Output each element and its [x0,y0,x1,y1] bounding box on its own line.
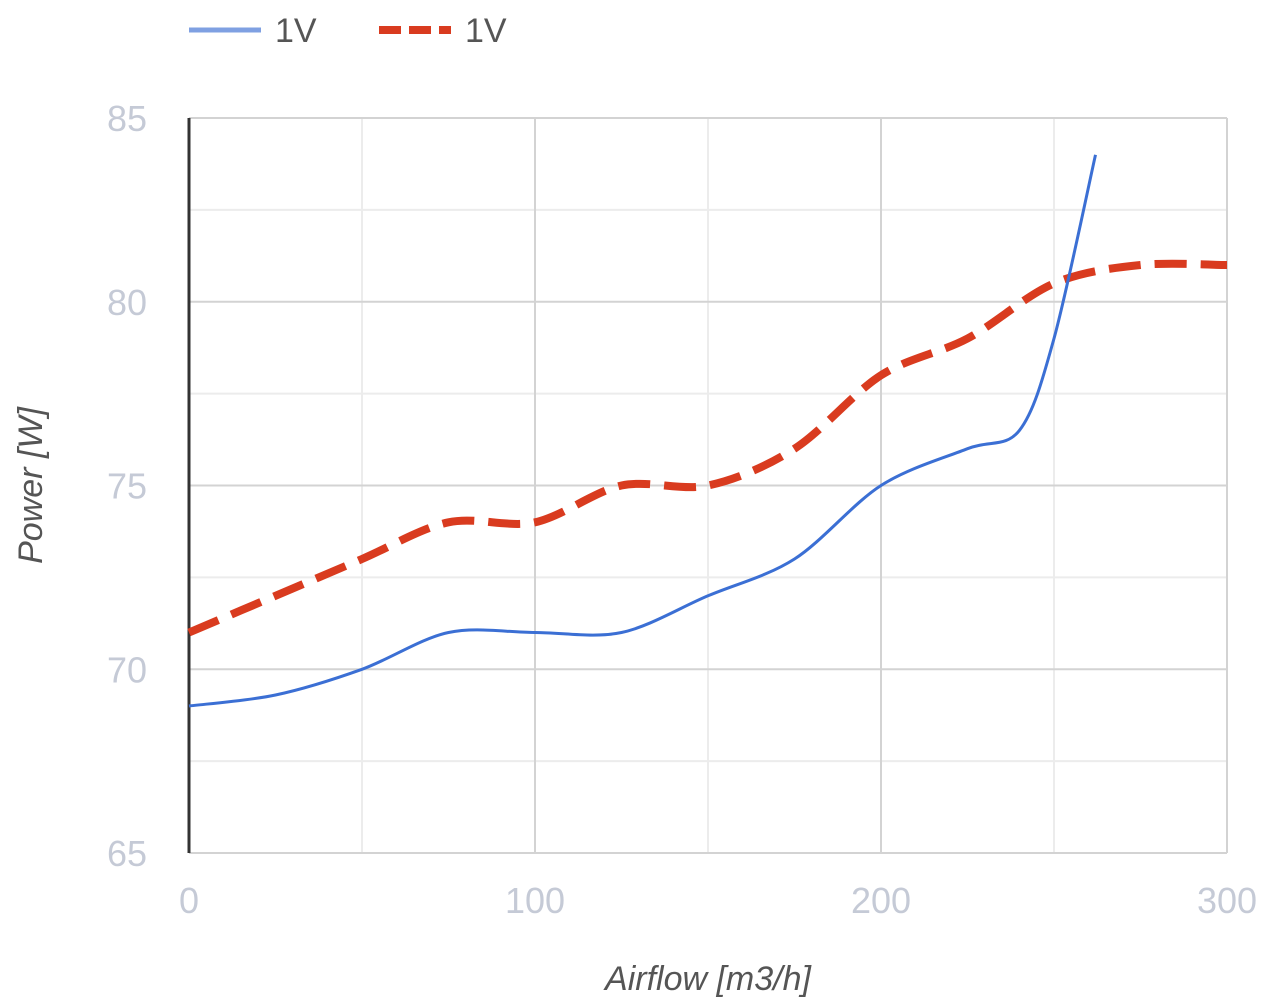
x-tick-label: 300 [1197,880,1257,921]
legend: 1V 1V [189,12,507,50]
axes: 65 70 75 80 85 0 100 200 300 [107,98,1257,921]
y-axis-title: Power [W] [12,406,50,564]
legend-label-2: 1V [465,12,507,50]
y-tick-label: 80 [107,282,147,323]
x-axis-title: Airflow [m3/h] [603,960,812,998]
x-tick-label: 200 [851,880,911,921]
grid [188,117,1228,854]
y-tick-label: 75 [107,466,147,507]
series-line-1 [188,154,1097,708]
x-tick-label: 100 [505,880,565,921]
x-tick-label: 0 [179,880,199,921]
series-lines [187,154,1228,708]
legend-label-1: 1V [275,12,317,50]
y-tick-label: 70 [107,649,147,690]
series-line-2 [187,259,1228,637]
y-tick-label: 85 [107,98,147,139]
y-tick-label: 65 [107,833,147,874]
